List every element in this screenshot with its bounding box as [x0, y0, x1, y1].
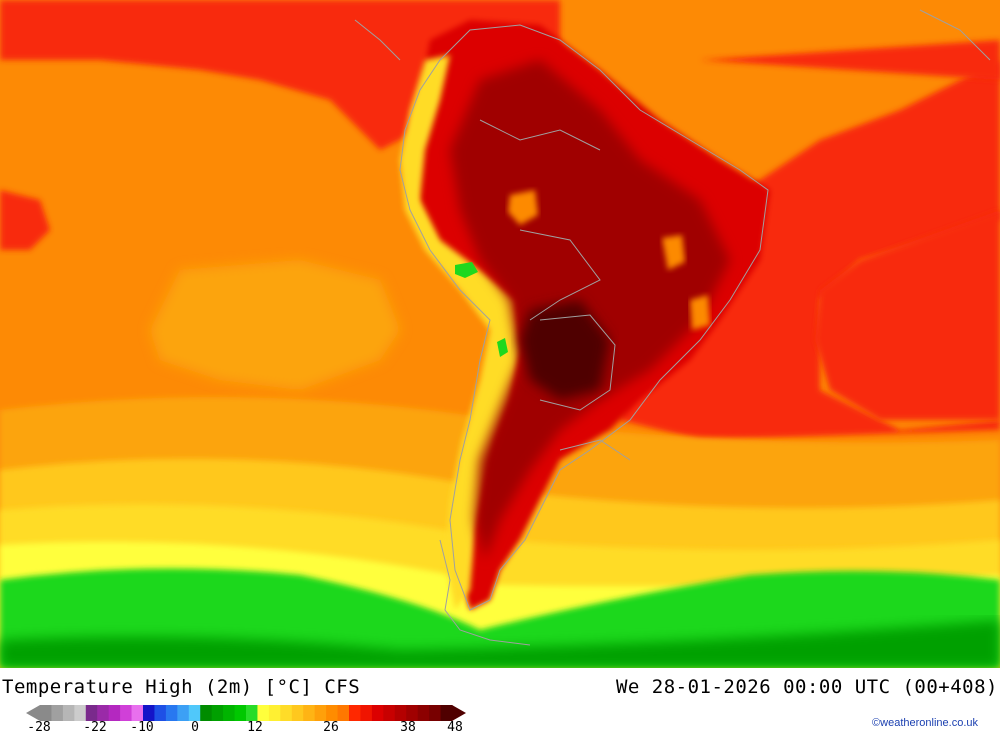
- legend-swatch: [165, 705, 178, 721]
- legend-tick: 26: [323, 720, 339, 735]
- legend-swatch: [143, 705, 155, 721]
- green-lake-titicaca: [455, 262, 478, 278]
- legend-swatch: [337, 705, 350, 721]
- legend-tick: 0: [191, 720, 199, 735]
- brazil-orange-spot-2: [662, 235, 685, 270]
- legend-swatch: [97, 705, 110, 721]
- legend-swatch: [120, 705, 133, 721]
- map-footer: Temperature High (2m) [°C] CFS We 28-01-…: [0, 668, 1000, 735]
- legend-ticks: -28 -22 -10 0 12 26 38 48: [0, 720, 480, 735]
- legend-tick: -22: [83, 720, 107, 735]
- legend-tick: 12: [247, 720, 263, 735]
- legend-swatch: [40, 705, 52, 721]
- legend-swatch: [440, 705, 453, 721]
- legend-swatch: [154, 705, 167, 721]
- legend-swatch: [406, 705, 419, 721]
- legend-swatch: [200, 705, 213, 721]
- brazil-orange-spot-1: [508, 190, 538, 225]
- legend-swatch: [268, 705, 281, 721]
- legend-swatch: [223, 705, 236, 721]
- west-red-patch: [0, 190, 50, 250]
- country-borders: [354, 9, 991, 646]
- legend-tick: -10: [130, 720, 154, 735]
- map-datetime: We 28-01-2026 00:00 UTC (00+408): [615, 676, 998, 698]
- legend-swatch: [108, 705, 121, 721]
- pacific-orange-patch: [150, 260, 400, 390]
- legend-swatch: [280, 705, 293, 721]
- legend-swatch: [188, 705, 201, 721]
- legend-swatch: [62, 705, 75, 721]
- legend-tick: -28: [27, 720, 51, 735]
- chaco-darkest: [520, 300, 610, 400]
- legend-swatch: [246, 705, 258, 721]
- legend-swatch: [360, 705, 373, 721]
- band-darkgreen-south: [0, 620, 1000, 668]
- legend-swatch: [429, 705, 442, 721]
- color-legend: [26, 705, 466, 721]
- legend-tick: 38: [400, 720, 416, 735]
- legend-swatch: [177, 705, 190, 721]
- legend-swatch: [74, 705, 87, 721]
- map-title: Temperature High (2m) [°C] CFS: [2, 676, 361, 698]
- legend-swatch: [371, 705, 384, 721]
- temperature-map: [0, 0, 1000, 668]
- legend-arrow-left: [26, 705, 40, 721]
- continent-dark-red: [450, 60, 730, 560]
- legend-swatch: [211, 705, 224, 721]
- north-red-band: [0, 0, 1000, 440]
- east-atlantic-red: [700, 40, 1000, 420]
- legend-arrow-right: [452, 705, 466, 721]
- legend-swatch: [85, 705, 98, 721]
- legend-swatch: [314, 705, 327, 721]
- legend-swatch: [257, 705, 270, 721]
- legend-swatch: [394, 705, 407, 721]
- legend-swatch: [326, 705, 339, 721]
- credit-link[interactable]: ©weatheronline.co.uk: [872, 717, 978, 729]
- legend-swatch: [417, 705, 430, 721]
- legend-swatch: [383, 705, 396, 721]
- legend-swatch: [349, 705, 361, 721]
- legend-tick: 48: [447, 720, 463, 735]
- legend-swatch: [234, 705, 247, 721]
- legend-swatch: [51, 705, 64, 721]
- legend-swatch: [291, 705, 304, 721]
- legend-swatch: [303, 705, 316, 721]
- green-patch-andes: [497, 338, 508, 357]
- legend-swatch: [131, 705, 144, 721]
- brazil-orange-spot-3: [690, 295, 710, 330]
